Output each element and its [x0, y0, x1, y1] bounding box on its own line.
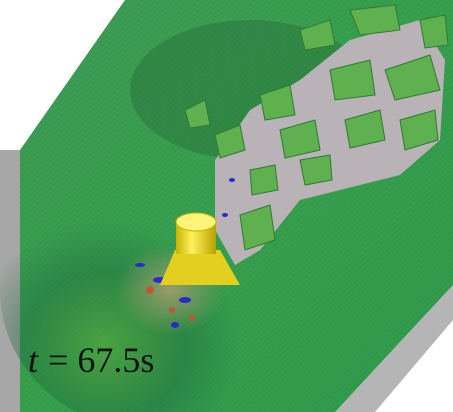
cylinder-top	[176, 213, 216, 231]
simulation-frame: t= 67.5s	[0, 0, 453, 412]
time-value: = 67.5s	[48, 340, 154, 380]
scene: t= 67.5s	[0, 0, 453, 412]
time-symbol: t	[28, 340, 39, 380]
